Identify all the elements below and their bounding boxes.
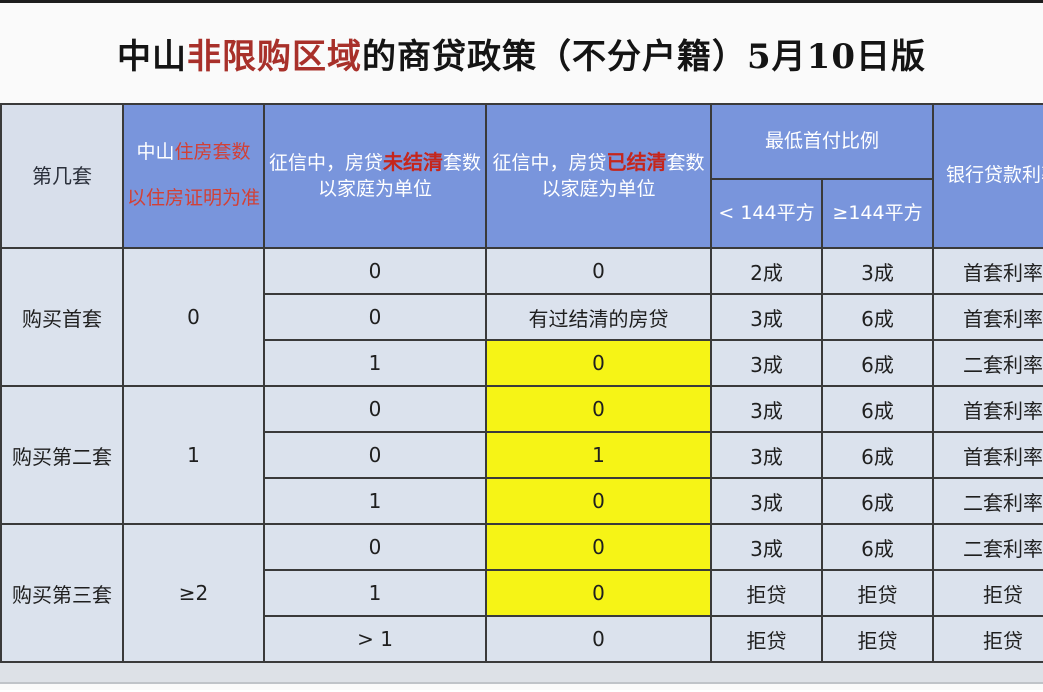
table-row: 1 0 3成 6成 二套利率 — [1, 339, 1043, 387]
cell-rate: 二套利率 — [932, 339, 1043, 387]
bottom-strip — [0, 663, 1043, 684]
cell-rate: 二套利率 — [932, 523, 1043, 571]
mortgage-policy-table: 第几套 中山住房套数 以住房证明为准 征信中，房贷未结清套数 以家庭为单位 征信… — [0, 103, 1043, 663]
table-row: > 1 0 拒贷 拒贷 拒贷 — [1, 615, 1043, 663]
header-which-property: 第几套 — [0, 103, 124, 249]
bottom-margin — [0, 684, 1043, 690]
cell-settled-count: 0 — [485, 615, 712, 663]
table-clip-region: 第几套 中山住房套数 以住房证明为准 征信中，房贷未结清套数 以家庭为单位 征信… — [0, 103, 1043, 663]
cell-rate: 二套利率 — [932, 477, 1043, 525]
table-row: 1 0 3成 6成 二套利率 — [1, 477, 1043, 525]
cell-settled-count: 0 — [485, 385, 712, 433]
cell-downpayment-large: 6成 — [820, 339, 935, 387]
title-suffix: 的商贷政策（不分户籍）5月10日版 — [362, 36, 926, 77]
header-unsettled-red: 未结清 — [383, 150, 443, 175]
header-owned-name: 住房套数 — [174, 141, 251, 164]
cell-rate: 首套利率 — [932, 293, 1043, 341]
header-settled-count: 征信中，房贷已结清套数 以家庭为单位 — [485, 103, 712, 249]
cell-settled-count: 有过结清的房贷 — [485, 293, 712, 341]
cell-rate: 拒贷 — [932, 615, 1043, 663]
table-row: 购买第三套 ≥2 0 0 3成 6成 二套利率 — [0, 523, 1043, 663]
group-owned-cell: 0 — [122, 247, 265, 387]
group-label-cell: 购买第二套 — [0, 385, 124, 525]
title-prefix: 中山 — [117, 36, 187, 77]
cell-unsettled-count: 1 — [263, 477, 487, 525]
cell-settled-count: 0 — [485, 569, 712, 617]
cell-unsettled-count: 0 — [263, 431, 487, 479]
cell-downpayment-small: 3成 — [710, 385, 823, 433]
group-owned-cell: ≥2 — [122, 523, 265, 663]
cell-downpayment-large: 6成 — [820, 293, 935, 341]
cell-rate: 首套利率 — [932, 385, 1043, 433]
header-settled-prefix: 征信中，房贷 — [492, 152, 607, 175]
cell-downpayment-small: 3成 — [710, 431, 823, 479]
header-unsettled-unit: 以家庭为单位 — [317, 178, 432, 200]
cell-rate: 首套利率 — [932, 247, 1043, 295]
header-dp-small: < 144平方 — [710, 178, 823, 249]
cell-rate: 拒贷 — [932, 569, 1043, 617]
table-row: 0 1 3成 6成 首套利率 — [1, 431, 1043, 479]
header-owned-count: 中山住房套数 以住房证明为准 — [122, 103, 265, 249]
cell-unsettled-count: 0 — [263, 247, 487, 295]
table-row: 购买第二套 1 0 0 3成 6成 首套利率 — [0, 385, 1043, 525]
cell-unsettled-count: 1 — [263, 569, 487, 617]
header-settled-line1: 征信中，房贷已结清套数 — [488, 149, 709, 177]
group-label-cell: 购买第三套 — [0, 523, 124, 663]
cell-downpayment-large: 6成 — [820, 385, 935, 433]
header-owned-city: 中山 — [136, 141, 175, 164]
cell-downpayment-small: 3成 — [710, 339, 823, 387]
header-dp-large: ≥144平方 — [820, 178, 935, 249]
table-row: 1 0 拒贷 拒贷 拒贷 — [1, 569, 1043, 617]
cell-downpayment-large: 拒贷 — [820, 615, 935, 663]
cell-downpayment-small: 拒贷 — [710, 615, 823, 663]
header-unsettled-suffix: 套数 — [443, 152, 482, 175]
cell-downpayment-small: 拒贷 — [710, 569, 823, 617]
cell-settled-count: 0 — [485, 523, 712, 571]
cell-unsettled-count: 0 — [263, 385, 487, 433]
title-bar: 中山非限购区域的商贷政策（不分户籍）5月10日版 — [0, 3, 1043, 103]
cell-downpayment-small: 3成 — [710, 293, 823, 341]
header-unsettled-count: 征信中，房贷未结清套数 以家庭为单位 — [263, 103, 487, 249]
group-label-cell: 购买首套 — [0, 247, 124, 387]
header-settled-suffix: 套数 — [666, 152, 705, 175]
cell-downpayment-small: 3成 — [710, 523, 823, 571]
cell-settled-count: 0 — [485, 339, 712, 387]
cell-settled-count: 1 — [485, 431, 712, 479]
header-settled-red: 已结清 — [606, 150, 667, 175]
cell-downpayment-small: 3成 — [710, 477, 823, 525]
cell-unsettled-count: 1 — [263, 339, 487, 387]
cell-downpayment-large: 3成 — [820, 247, 935, 295]
group-owned-cell: 1 — [122, 385, 265, 525]
cell-downpayment-small: 2成 — [710, 247, 823, 295]
table-row: 购买首套 0 0 0 2成 3成 首套利率 — [0, 247, 1043, 387]
cell-unsettled-count: 0 — [263, 293, 487, 341]
header-unsettled-prefix: 征信中，房贷 — [268, 152, 383, 175]
header-settled-unit: 以家庭为单位 — [541, 178, 656, 200]
table-row: 0 有过结清的房贷 3成 6成 首套利率 — [1, 293, 1043, 341]
header-downpayment-group: 最低首付比例 — [709, 103, 935, 180]
header-owned-note: 以住房证明为准 — [126, 187, 260, 209]
cell-unsettled-count: > 1 — [263, 615, 487, 663]
cell-rate: 首套利率 — [932, 431, 1043, 479]
cell-unsettled-count: 0 — [263, 523, 487, 571]
header-bank-rate: 银行贷款利率 — [932, 103, 1043, 249]
page-title: 中山非限购区域的商贷政策（不分户籍）5月10日版 — [117, 29, 926, 78]
top-border-line — [0, 0, 1043, 3]
title-highlight: 非限购区域 — [187, 36, 362, 77]
cell-downpayment-large: 6成 — [820, 431, 935, 479]
cell-downpayment-large: 拒贷 — [820, 569, 935, 617]
cell-downpayment-large: 6成 — [820, 477, 935, 525]
header-owned-line1: 中山住房套数 — [125, 140, 262, 166]
cell-settled-count: 0 — [485, 247, 712, 295]
header-unsettled-line1: 征信中，房贷未结清套数 — [266, 149, 484, 177]
cell-downpayment-large: 6成 — [820, 523, 935, 571]
cell-settled-count: 0 — [485, 477, 712, 525]
